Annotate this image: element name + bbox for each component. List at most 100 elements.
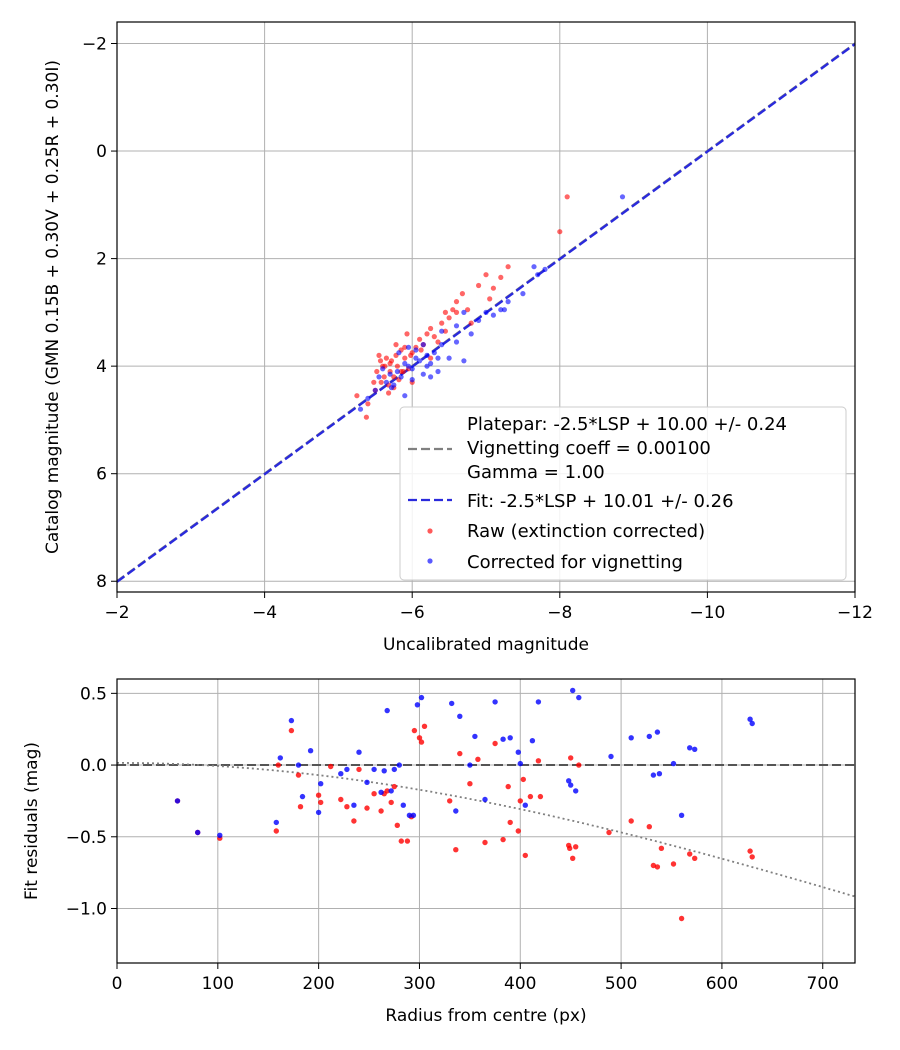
corrected-point bbox=[505, 299, 511, 305]
raw-point bbox=[749, 854, 755, 860]
raw-point bbox=[378, 379, 384, 385]
raw-point bbox=[535, 758, 542, 764]
corrected-point bbox=[394, 368, 400, 375]
legend-vignetting-label: Vignetting coeff = 0.00100 bbox=[467, 438, 711, 459]
raw-point bbox=[418, 347, 424, 353]
raw-point bbox=[465, 307, 471, 313]
corrected-point bbox=[608, 753, 614, 760]
corrected-point bbox=[406, 812, 413, 818]
raw-point bbox=[374, 368, 380, 375]
raw-point bbox=[411, 727, 418, 734]
raw-point bbox=[365, 401, 371, 407]
x-tick-label: 0 bbox=[112, 974, 123, 994]
corrected-point bbox=[398, 374, 404, 380]
raw-point bbox=[507, 819, 513, 826]
corrected-point bbox=[391, 766, 397, 773]
corrected-point bbox=[650, 772, 657, 778]
raw-point bbox=[328, 763, 334, 770]
corrected-point bbox=[500, 736, 506, 742]
corrected-point bbox=[449, 700, 455, 707]
corrected-point bbox=[424, 363, 430, 369]
raw-point bbox=[428, 325, 434, 332]
x-tick-label: 600 bbox=[706, 974, 738, 994]
corrected-point bbox=[646, 733, 652, 740]
corrected-point bbox=[747, 716, 753, 722]
raw-point bbox=[376, 352, 382, 358]
corrected-point bbox=[453, 808, 459, 814]
corrected-point bbox=[428, 374, 434, 380]
corrected-point bbox=[507, 735, 513, 741]
corrected-point bbox=[376, 374, 382, 380]
corrected-point bbox=[472, 733, 478, 740]
raw-point bbox=[409, 350, 415, 356]
raw-point bbox=[418, 739, 425, 745]
corrected-point bbox=[357, 406, 364, 412]
raw-point bbox=[570, 855, 576, 861]
raw-point bbox=[371, 379, 377, 385]
raw-point bbox=[428, 355, 434, 361]
raw-point bbox=[383, 355, 389, 361]
raw-point bbox=[393, 342, 399, 348]
raw-point bbox=[275, 762, 281, 768]
magnitude-chart: −2 −4 −6 −8 −10 −12 −2 0 2 4 6 8 Uncalibrated magni… bbox=[43, 21, 873, 655]
corrected-point bbox=[467, 762, 473, 768]
x-tick-label: −8 bbox=[547, 603, 572, 623]
raw-point bbox=[500, 836, 506, 843]
raw-point bbox=[398, 838, 404, 844]
y-tick-label: 6 bbox=[96, 465, 107, 485]
plot-frame bbox=[116, 678, 856, 964]
legend-corrected-marker bbox=[427, 558, 433, 564]
corrected-point bbox=[383, 379, 389, 385]
corrected-point bbox=[476, 317, 482, 323]
legend-fit-label: Fit: -2.5*LSP + 10.01 +/- 0.26 bbox=[467, 491, 734, 512]
corrected-point bbox=[542, 266, 548, 272]
raw-point bbox=[568, 755, 574, 761]
raw-point bbox=[288, 727, 295, 734]
raw-point bbox=[402, 344, 408, 350]
legend-platepar-label: Platepar: -2.5*LSP + 10.00 +/- 0.24 bbox=[467, 414, 787, 435]
raw-point bbox=[431, 334, 437, 340]
raw-point bbox=[402, 355, 408, 361]
corrected-point bbox=[492, 699, 498, 705]
raw-point bbox=[453, 847, 459, 853]
legend: Platepar: -2.5*LSP + 10.00 +/- 0.24 Vign… bbox=[399, 406, 847, 581]
raw-point bbox=[498, 274, 504, 280]
raw-point bbox=[404, 331, 410, 337]
raw-point bbox=[476, 282, 482, 289]
corrected-point bbox=[517, 760, 523, 767]
raw-point bbox=[388, 799, 394, 806]
corrected-point bbox=[453, 339, 460, 345]
x-tick-label: 200 bbox=[302, 974, 334, 994]
raw-point bbox=[344, 804, 350, 810]
ticks: −2 −4 −6 −8 −10 −12 −2 0 2 4 6 8 bbox=[82, 35, 873, 623]
raw-point bbox=[453, 309, 460, 315]
x-tick-label: −4 bbox=[252, 603, 277, 623]
corrected-point bbox=[174, 798, 181, 804]
corrected-point bbox=[619, 194, 626, 200]
raw-point bbox=[391, 783, 397, 790]
y-axis-label: Fit residuals (mag) bbox=[22, 742, 42, 900]
corrected-point bbox=[453, 323, 460, 329]
raw-point bbox=[384, 788, 390, 794]
corrected-point bbox=[409, 377, 415, 383]
raw-point bbox=[386, 390, 392, 396]
raw-point bbox=[371, 791, 377, 797]
corrected-point bbox=[400, 802, 406, 808]
raw-point bbox=[505, 264, 511, 270]
corrected-point bbox=[501, 307, 507, 313]
x-axis-label: Uncalibrated magnitude bbox=[383, 635, 589, 655]
corrected-point bbox=[446, 355, 452, 361]
corrected-point bbox=[424, 352, 430, 358]
data-points bbox=[354, 194, 626, 420]
legend-raw-marker bbox=[427, 528, 433, 534]
raw-point bbox=[475, 756, 481, 762]
corrected-point bbox=[515, 749, 521, 755]
corrected-point bbox=[371, 766, 377, 773]
raw-point bbox=[692, 855, 698, 861]
y-tick-label: −1.0 bbox=[66, 899, 107, 919]
corrected-point bbox=[364, 779, 370, 785]
raw-point bbox=[557, 229, 563, 235]
raw-point bbox=[747, 848, 753, 854]
raw-point bbox=[378, 808, 384, 814]
corrected-point bbox=[338, 771, 344, 777]
